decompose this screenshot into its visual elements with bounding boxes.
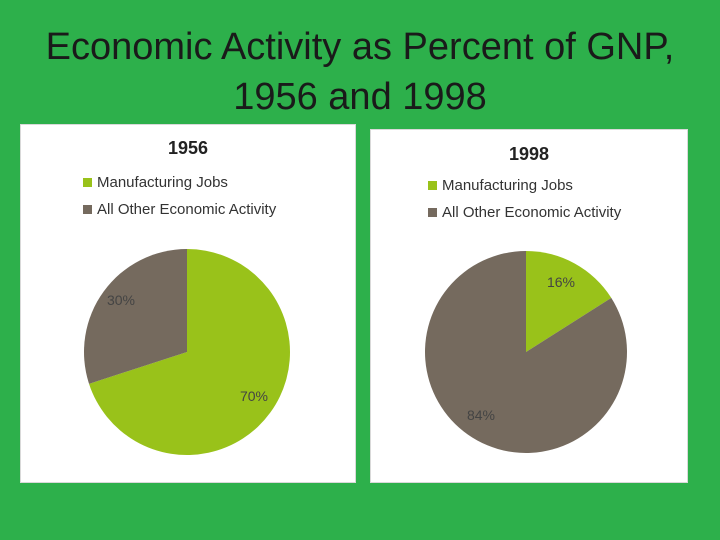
legend-swatch-manufacturing — [83, 178, 92, 187]
legend-item-manufacturing: Manufacturing Jobs — [428, 172, 621, 199]
legend-item-other: All Other Economic Activity — [83, 196, 276, 223]
legend-swatch-manufacturing — [428, 181, 437, 190]
legend-swatch-other — [428, 208, 437, 217]
pie-chart-1998: 16% 84% — [425, 251, 627, 453]
legend-label-manufacturing: Manufacturing Jobs — [97, 174, 228, 191]
pie-slice-manufacturing — [89, 249, 291, 456]
chart-title: 1998 — [508, 144, 550, 164]
pie-slice-other — [84, 249, 187, 384]
pie-slice-other — [425, 251, 627, 453]
data-label-other: 30% — [107, 292, 135, 308]
slide-title: Economic Activity as Percent of GNP, 195… — [0, 22, 720, 122]
chart-legend: Manufacturing Jobs All Other Economic Ac… — [428, 172, 621, 226]
slide-title-line-1: Economic Activity as Percent of GNP, — [45, 26, 675, 68]
pie-chart-1956: 70% 30% — [84, 249, 291, 456]
data-label-manufacturing: 16% — [547, 274, 575, 290]
data-label-manufacturing: 70% — [240, 388, 268, 404]
chart-title: 1956 — [167, 138, 209, 158]
legend-item-manufacturing: Manufacturing Jobs — [83, 169, 276, 196]
pie-slice-manufacturing — [526, 251, 612, 352]
chart-legend: Manufacturing Jobs All Other Economic Ac… — [83, 169, 276, 223]
slide-title-line-2: 1956 and 1998 — [233, 76, 487, 118]
legend-swatch-other — [83, 205, 92, 214]
chart-panel-1956: 1956 Manufacturing Jobs All Other Econom… — [20, 124, 356, 483]
legend-label-manufacturing: Manufacturing Jobs — [442, 177, 573, 194]
data-label-other: 84% — [467, 407, 495, 423]
legend-label-other: All Other Economic Activity — [442, 204, 622, 221]
chart-panel-1998: 1998 Manufacturing Jobs All Other Econom… — [370, 129, 688, 483]
legend-item-other: All Other Economic Activity — [428, 199, 621, 226]
legend-label-other: All Other Economic Activity — [97, 201, 277, 218]
